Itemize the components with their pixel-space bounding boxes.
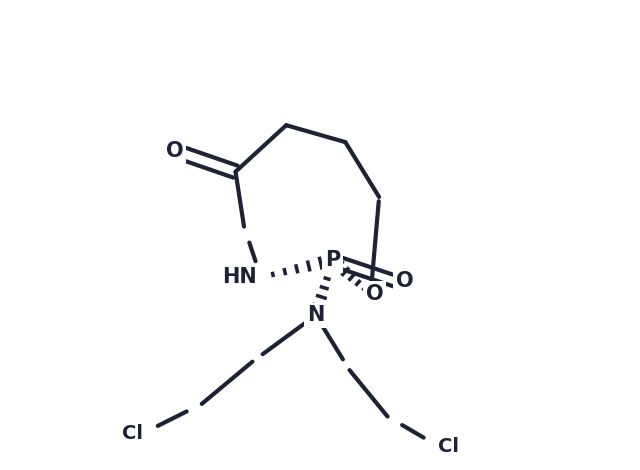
Text: P: P [325,251,340,270]
Text: O: O [366,284,384,304]
Text: Cl: Cl [122,424,143,443]
Text: Cl: Cl [438,437,460,455]
Text: HN: HN [222,267,257,287]
Text: O: O [166,141,183,161]
Text: O: O [396,272,413,291]
Text: N: N [307,305,324,325]
